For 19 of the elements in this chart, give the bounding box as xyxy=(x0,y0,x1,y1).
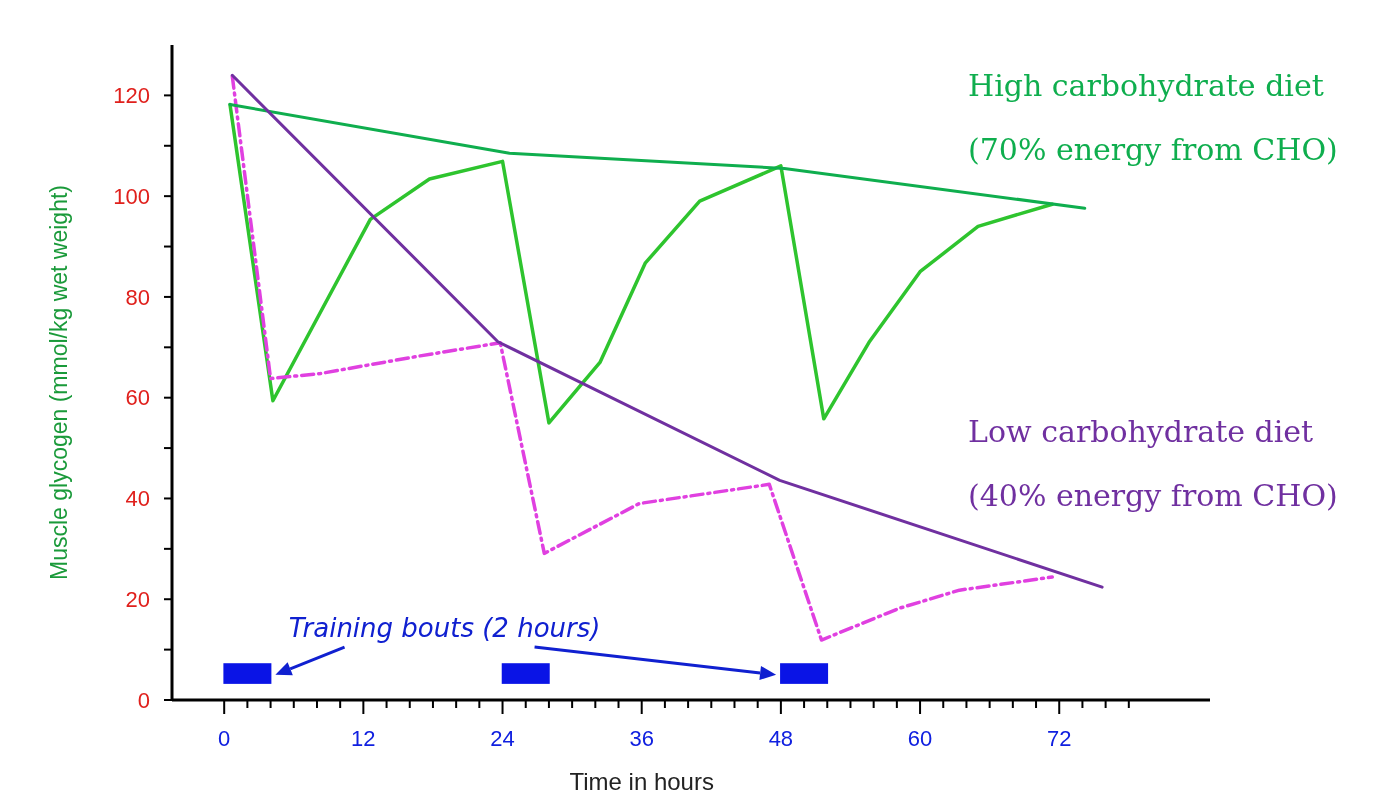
x-axis-title: Time in hours xyxy=(569,768,714,795)
x-tick-label: 60 xyxy=(907,726,933,751)
x-tick-label: 72 xyxy=(1046,726,1072,751)
x-tick-label: 0 xyxy=(218,726,231,751)
y-tick-label: 40 xyxy=(125,486,150,512)
y-axis-title: Muscle glycogen (mmol/kg wet weight) xyxy=(46,185,72,580)
y-tick-label: 60 xyxy=(125,385,150,411)
annotation: Training bouts (2 hours) xyxy=(288,613,601,644)
y-tick-label: 20 xyxy=(125,586,150,612)
y-tick-label: 120 xyxy=(113,83,150,109)
x-tick-label: 36 xyxy=(629,726,654,751)
x-tick-label: 48 xyxy=(768,726,794,751)
series-label: Low carbohydrate diet (40% energy from CHO) xyxy=(968,414,1338,513)
x-tick-label: 12 xyxy=(351,726,376,751)
series-label: High carbohydrate diet (70% energy from CHO) xyxy=(968,68,1338,167)
x-tick-label: 24 xyxy=(490,726,515,751)
y-tick-label: 80 xyxy=(125,284,150,310)
y-tick-label: 100 xyxy=(113,183,150,209)
y-tick-label: 0 xyxy=(137,687,150,713)
